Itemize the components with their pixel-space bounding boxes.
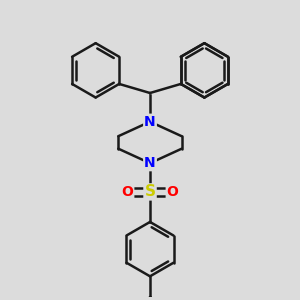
Text: O: O: [122, 185, 133, 199]
Text: O: O: [167, 185, 178, 199]
Text: N: N: [144, 156, 156, 170]
Text: N: N: [144, 115, 156, 129]
Text: S: S: [145, 184, 155, 200]
